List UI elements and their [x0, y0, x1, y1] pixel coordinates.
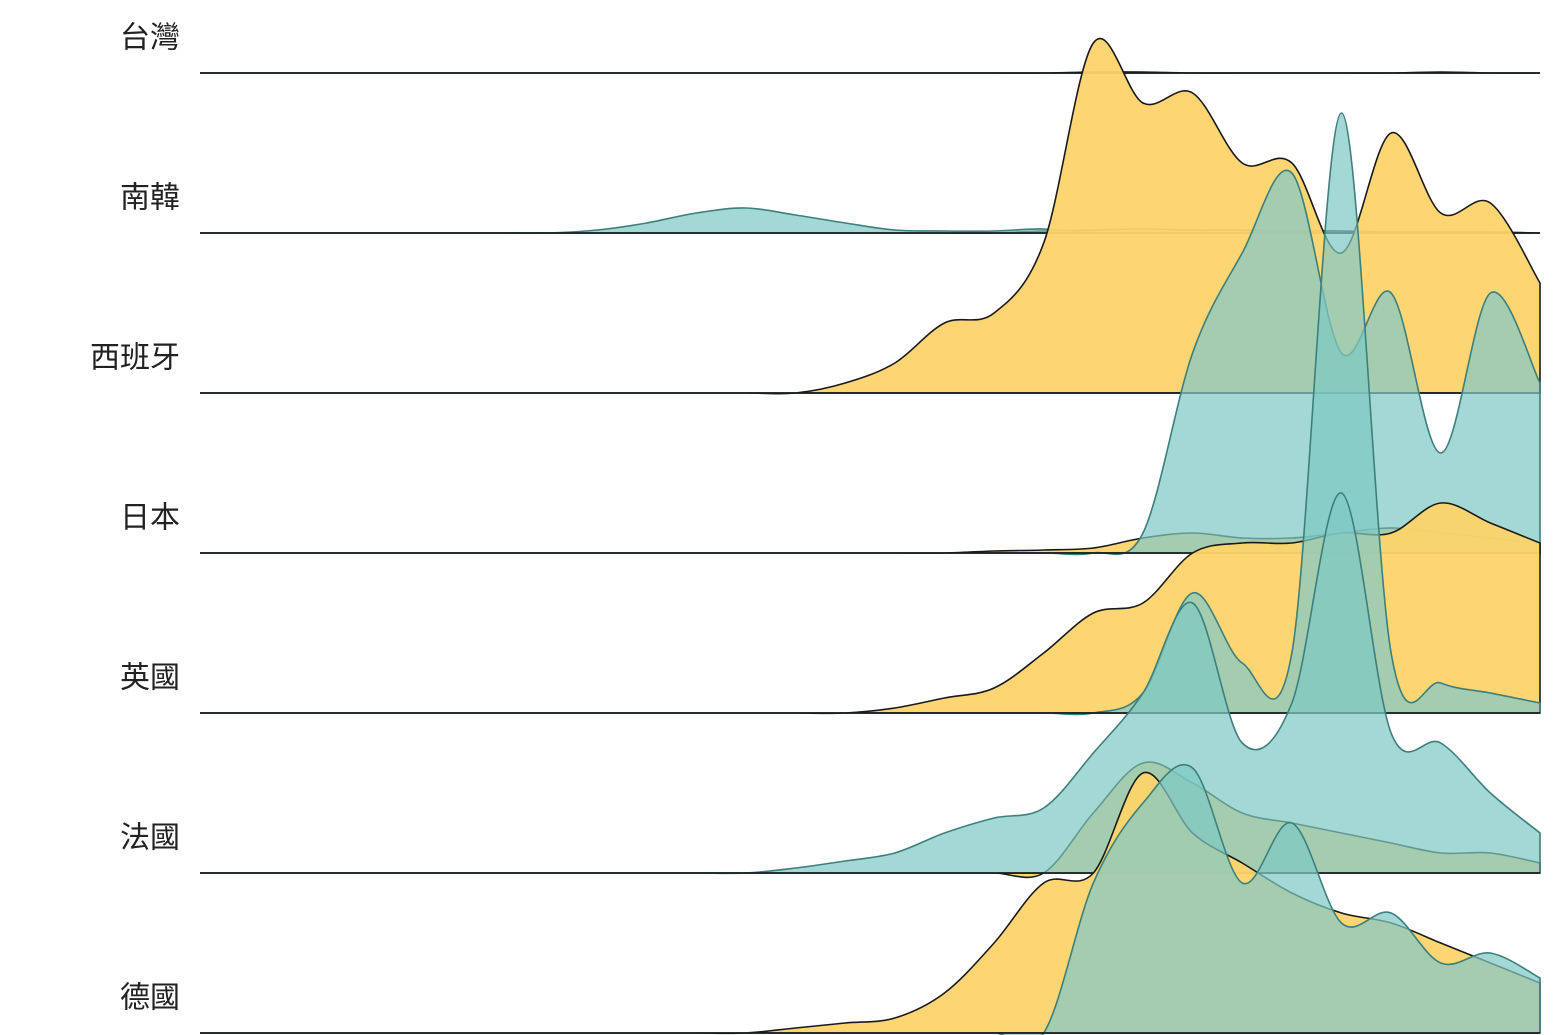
row-label: 日本 [120, 501, 180, 536]
row-label: 德國 [120, 981, 180, 1016]
row-label: 台灣 [120, 21, 180, 56]
row-label: 南韓 [120, 181, 180, 216]
row-label: 法國 [120, 821, 180, 856]
row-label: 西班牙 [90, 341, 180, 376]
row-label: 英國 [120, 661, 180, 696]
ridge-area [200, 492, 1541, 875]
